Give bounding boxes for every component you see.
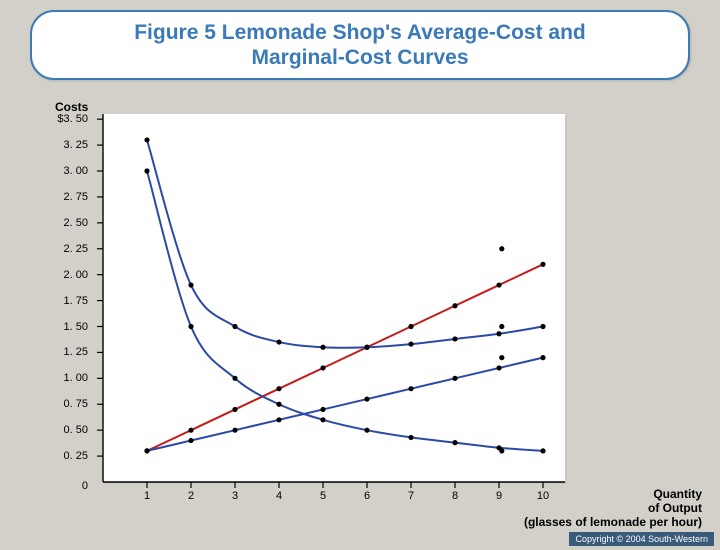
y-tick-label: 3. 00	[48, 165, 88, 177]
y-tick-label: 3. 25	[48, 139, 88, 151]
title-line-2: Marginal-Cost Curves	[251, 46, 468, 69]
title-line-1: Figure 5 Lemonade Shop's Average-Cost an…	[134, 21, 586, 44]
y-tick-label: 2. 00	[48, 269, 88, 281]
x-axis-caption: Quantity of Output (glasses of lemonade …	[524, 488, 702, 529]
y-tick-label: 2. 50	[48, 217, 88, 229]
figure-title: Figure 5 Lemonade Shop's Average-Cost an…	[48, 20, 672, 70]
y-tick-label: 0. 50	[48, 424, 88, 436]
y-axis-title: Costs	[55, 100, 88, 114]
x-caption-l2: of Output	[648, 501, 702, 515]
y-tick-label: 1. 75	[48, 295, 88, 307]
origin-label: 0	[48, 480, 88, 492]
figure-title-bar: Figure 5 Lemonade Shop's Average-Cost an…	[30, 10, 690, 80]
y-tick-label: 1. 25	[48, 346, 88, 358]
x-caption-l1: Quantity	[653, 487, 702, 501]
y-tick-label: $3. 50	[48, 113, 88, 125]
y-tick-label: 2. 75	[48, 191, 88, 203]
y-tick-label: 1. 50	[48, 321, 88, 333]
copyright-notice: Copyright © 2004 South-Western	[569, 532, 714, 546]
y-tick-label: 0. 75	[48, 398, 88, 410]
y-tick-label: 0. 25	[48, 450, 88, 462]
y-tick-label: 1. 00	[48, 372, 88, 384]
y-tick-label: 2. 25	[48, 243, 88, 255]
x-caption-l3: (glasses of lemonade per hour)	[524, 515, 702, 529]
cost-curves-chart	[95, 96, 625, 496]
